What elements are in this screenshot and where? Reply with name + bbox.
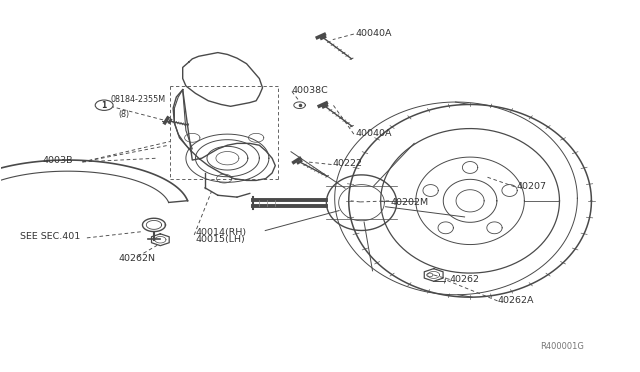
Text: SEE SEC.401: SEE SEC.401 xyxy=(20,232,80,241)
Text: 40040A: 40040A xyxy=(355,128,392,138)
Text: 40015(LH): 40015(LH) xyxy=(195,235,245,244)
Text: (8): (8) xyxy=(118,110,129,119)
Text: 40040A: 40040A xyxy=(355,29,392,38)
Text: 4003B: 4003B xyxy=(42,156,73,165)
Text: 40262N: 40262N xyxy=(119,254,156,263)
Circle shape xyxy=(95,100,113,110)
Text: R400001G: R400001G xyxy=(540,341,584,350)
Text: 08184-2355M: 08184-2355M xyxy=(111,95,166,104)
Text: 1: 1 xyxy=(102,101,107,110)
Text: 40222: 40222 xyxy=(333,159,363,168)
Text: 40202M: 40202M xyxy=(390,198,428,207)
Text: 40262: 40262 xyxy=(450,275,479,284)
Text: 40014(RH): 40014(RH) xyxy=(195,228,246,237)
Text: 40207: 40207 xyxy=(516,182,547,191)
Text: 40262A: 40262A xyxy=(497,296,534,305)
Text: 40038C: 40038C xyxy=(291,86,328,95)
